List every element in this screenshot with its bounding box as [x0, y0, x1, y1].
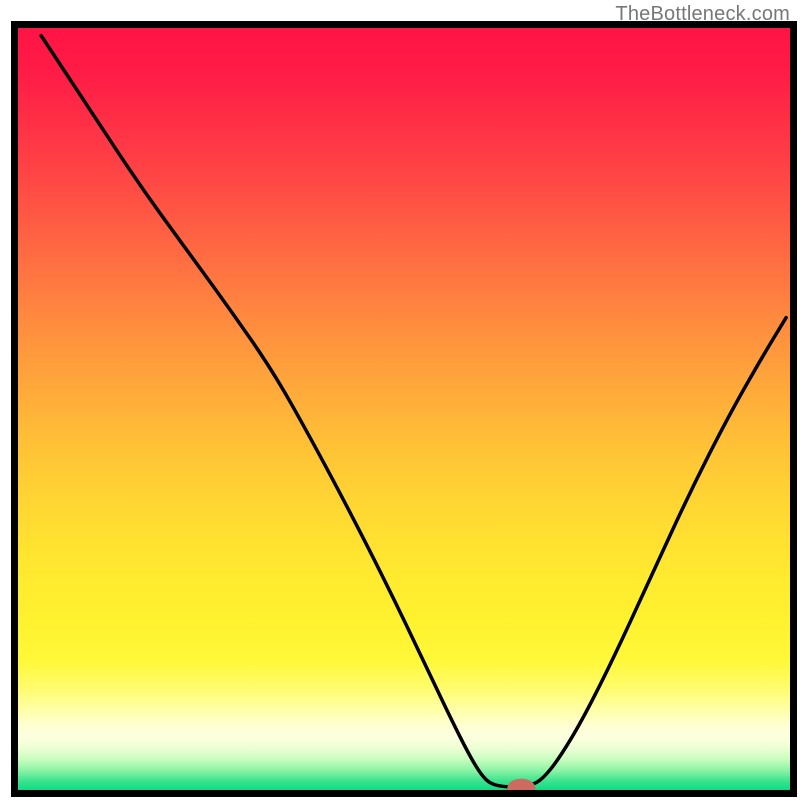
bottleneck-chart-svg — [0, 0, 800, 800]
chart-container: TheBottleneck.com — [0, 0, 800, 800]
gradient-background — [18, 28, 790, 790]
